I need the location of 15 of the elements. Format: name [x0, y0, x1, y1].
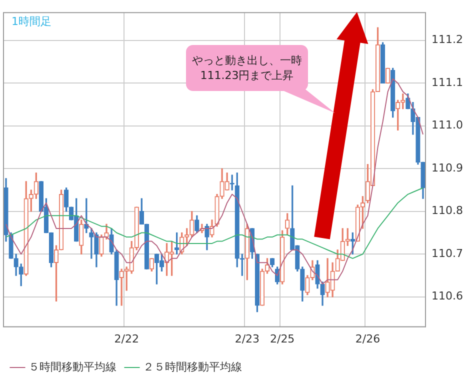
- y-tick-label: 110.7: [432, 246, 464, 260]
- y-tick-label: 111.0: [432, 118, 464, 132]
- x-tick-label: 2/23: [234, 332, 260, 346]
- annotation: やっと動き出し、一時111.23円まで上昇: [186, 45, 308, 91]
- y-tick-label: 110.8: [432, 204, 464, 218]
- y-tick-label: 111.2: [432, 33, 464, 46]
- legend-label: ２５時間移動平均線: [143, 360, 242, 374]
- x-tick-label: 2/22: [114, 332, 139, 346]
- y-tick-label: 111.1: [432, 76, 464, 89]
- y-tick-label: 110.9: [432, 161, 464, 174]
- chart-title: 1時間足: [12, 14, 52, 28]
- x-tick-label: 2/25: [270, 332, 295, 346]
- y-tick-label: 110.6: [432, 290, 464, 303]
- x-tick-label: 2/26: [355, 332, 380, 346]
- legend-label: ５時間移動平均線: [28, 360, 116, 374]
